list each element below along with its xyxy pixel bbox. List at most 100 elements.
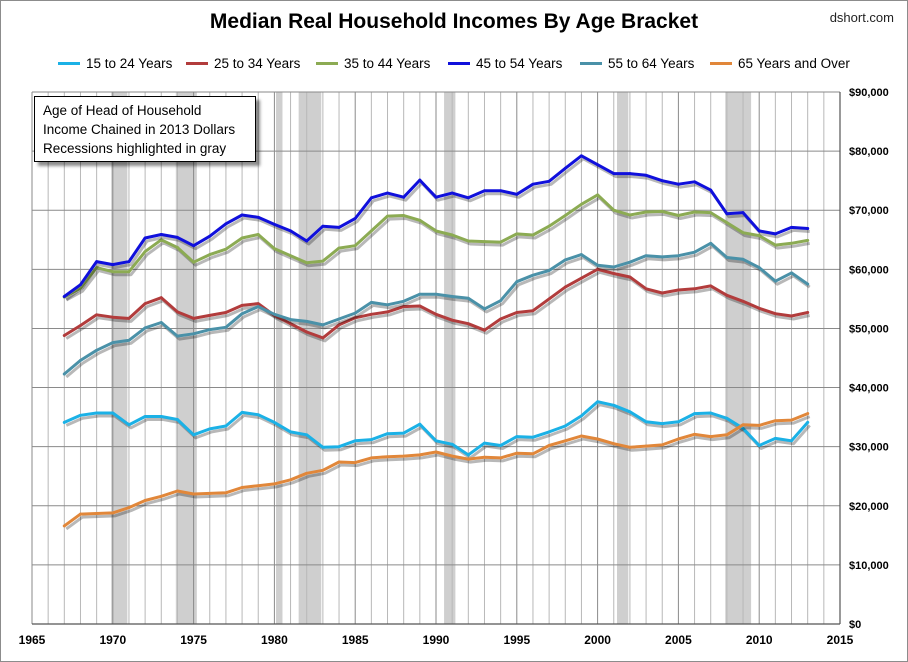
data-point-55-to-64-years	[434, 292, 438, 296]
data-point-55-to-64-years	[224, 325, 228, 329]
recession-band	[616, 92, 629, 624]
x-tick-label: 2000	[584, 633, 611, 647]
data-point-25-to-34-years	[159, 296, 163, 300]
data-point-15-to-24-years	[143, 415, 147, 418]
data-point-25-to-34-years	[450, 318, 454, 322]
legend-item-35-44: 35 to 44 Years	[316, 53, 430, 73]
data-point-65-years-and-over	[176, 489, 179, 493]
data-point-15-to-24-years	[240, 410, 244, 414]
data-point-25-to-34-years	[386, 310, 389, 314]
data-point-35-to-44-years	[305, 261, 309, 265]
recession-band	[276, 92, 283, 624]
data-point-45-to-54-years	[79, 283, 82, 287]
series-lines	[62, 154, 811, 531]
data-point-65-years-and-over	[224, 491, 228, 495]
data-point-25-to-34-years	[612, 272, 616, 275]
data-point-15-to-24-years	[628, 410, 632, 414]
data-point-45-to-54-years	[62, 295, 66, 298]
data-point-55-to-64-years	[337, 317, 341, 321]
data-point-35-to-44-years	[677, 214, 680, 217]
data-point-65-years-and-over	[531, 452, 535, 456]
legend-item-25-34: 25 to 34 Years	[186, 53, 300, 73]
data-point-55-to-64-years	[369, 301, 373, 304]
data-point-45-to-54-years	[709, 188, 713, 192]
data-point-15-to-24-years	[450, 442, 454, 446]
x-tick-label: 1965	[19, 633, 46, 647]
data-point-35-to-44-years	[386, 214, 389, 218]
data-point-55-to-64-years	[402, 299, 406, 303]
data-point-35-to-44-years	[483, 240, 486, 243]
x-tick-label: 1975	[180, 633, 207, 647]
data-point-15-to-24-years	[386, 432, 389, 436]
data-point-55-to-64-years	[773, 279, 777, 283]
data-point-55-to-64-years	[240, 312, 244, 316]
data-point-55-to-64-years	[531, 273, 535, 277]
data-point-25-to-34-years	[628, 275, 632, 279]
data-point-45-to-54-years	[143, 236, 147, 240]
data-point-25-to-34-years	[466, 322, 470, 326]
data-point-55-to-64-years	[176, 334, 179, 338]
chart-title: Median Real Household Incomes By Age Bra…	[209, 10, 699, 33]
data-point-25-to-34-years	[709, 284, 713, 288]
series-shadow	[65, 415, 811, 531]
recession-band	[111, 92, 128, 624]
recession-band	[298, 92, 322, 624]
data-point-25-to-34-years	[369, 312, 373, 316]
data-point-15-to-24-years	[515, 435, 519, 439]
legend-swatch-35-44	[316, 61, 338, 65]
data-point-65-years-and-over	[159, 494, 163, 498]
y-tick-label: $60,000	[849, 264, 889, 276]
data-point-25-to-34-years	[483, 328, 486, 332]
data-point-65-years-and-over	[483, 455, 486, 459]
data-point-65-years-and-over	[741, 423, 745, 427]
data-point-15-to-24-years	[321, 445, 325, 449]
data-point-35-to-44-years	[240, 236, 244, 240]
data-point-65-years-and-over	[289, 478, 292, 482]
legend-item-65-over: 65 Years and Over	[710, 53, 850, 73]
data-point-45-to-54-years	[693, 180, 696, 184]
data-point-45-to-54-years	[95, 260, 99, 264]
data-point-65-years-and-over	[660, 443, 664, 447]
x-tick-label: 1995	[503, 633, 530, 647]
y-tick-label: $50,000	[849, 323, 889, 335]
data-point-15-to-24-years	[434, 439, 438, 443]
data-point-45-to-54-years	[628, 172, 632, 175]
data-point-45-to-54-years	[773, 232, 777, 236]
data-point-25-to-34-years	[773, 312, 777, 316]
data-point-35-to-44-years	[612, 208, 616, 212]
data-point-15-to-24-years	[531, 435, 535, 439]
data-point-55-to-64-years	[321, 323, 325, 327]
data-point-65-years-and-over	[369, 456, 373, 460]
legend-swatch-25-34	[186, 61, 208, 65]
data-point-15-to-24-years	[353, 439, 357, 443]
data-point-55-to-64-years	[709, 241, 713, 245]
data-point-65-years-and-over	[693, 432, 696, 436]
data-point-25-to-34-years	[402, 305, 406, 308]
y-tick-label: $10,000	[849, 560, 889, 572]
data-point-15-to-24-years	[111, 411, 115, 415]
data-point-55-to-64-years	[62, 372, 66, 376]
data-point-65-years-and-over	[644, 444, 648, 448]
data-point-25-to-34-years	[95, 313, 99, 317]
data-point-15-to-24-years	[337, 445, 341, 449]
data-point-65-years-and-over	[628, 445, 632, 449]
data-point-35-to-44-years	[224, 247, 228, 251]
data-point-45-to-54-years	[321, 224, 325, 228]
data-point-15-to-24-years	[95, 411, 99, 415]
annotation-line-1: Age of Head of Household	[43, 103, 202, 118]
data-point-15-to-24-years	[580, 414, 583, 418]
data-point-55-to-64-years	[628, 260, 632, 264]
data-point-65-years-and-over	[499, 456, 503, 460]
data-point-55-to-64-years	[127, 338, 131, 342]
data-point-55-to-64-years	[806, 282, 810, 286]
data-point-55-to-64-years	[95, 348, 99, 352]
data-point-15-to-24-years	[192, 433, 196, 437]
data-point-45-to-54-years	[644, 173, 648, 177]
data-point-15-to-24-years	[644, 420, 648, 424]
data-point-35-to-44-years	[693, 210, 696, 214]
data-point-15-to-24-years	[612, 403, 616, 407]
data-point-65-years-and-over	[386, 455, 389, 459]
data-point-15-to-24-years	[305, 433, 309, 437]
data-point-25-to-34-years	[289, 322, 292, 326]
data-point-25-to-34-years	[337, 323, 341, 327]
